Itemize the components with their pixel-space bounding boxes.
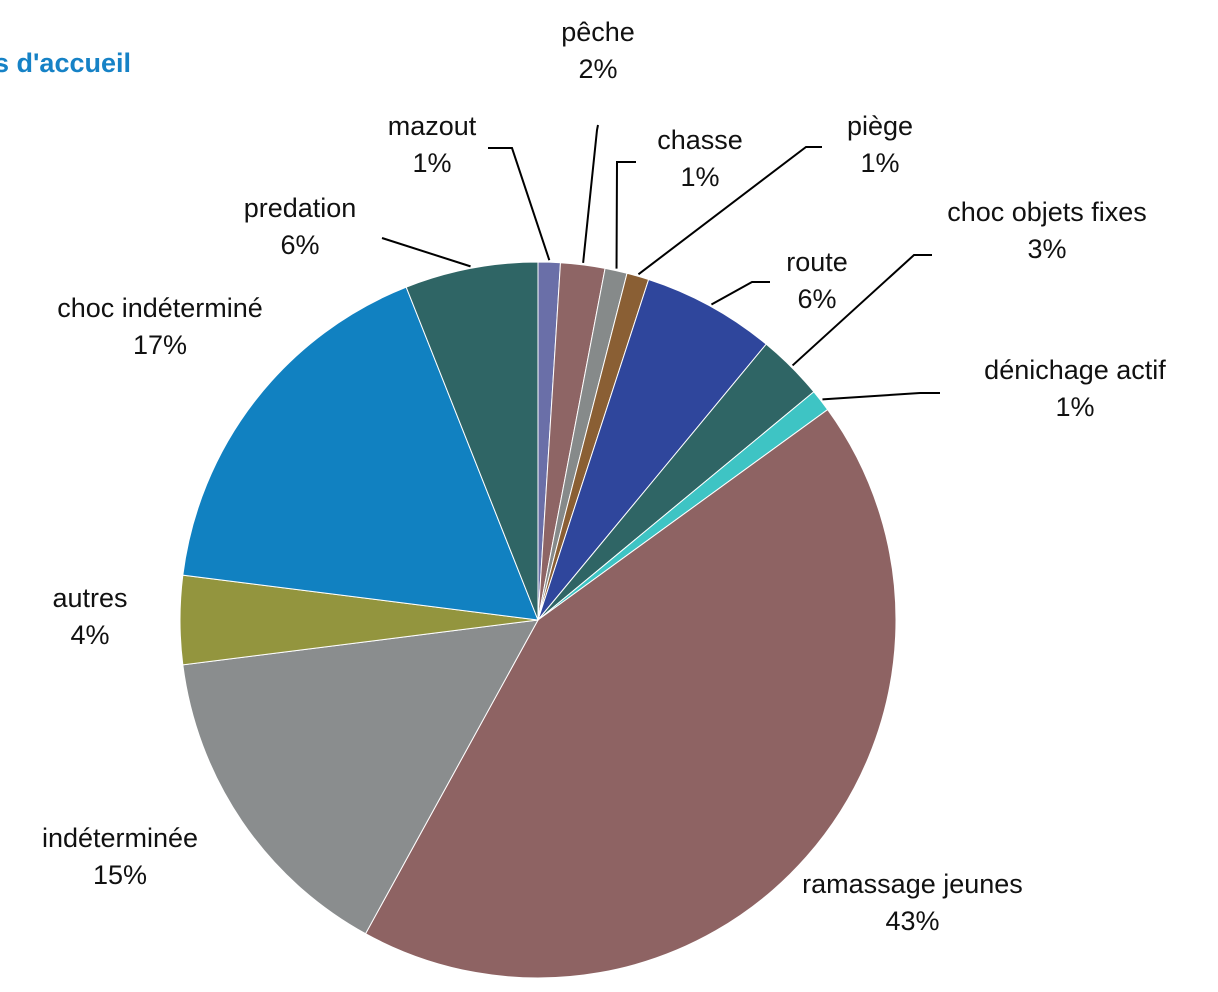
category-label: mazout: [387, 111, 477, 141]
slice-label: piège 1%: [820, 108, 940, 182]
category-label: choc indéterminé: [57, 293, 263, 323]
value-label: 6%: [797, 284, 837, 314]
value-label: 43%: [885, 906, 940, 936]
pie-slice: [364, 408, 897, 979]
slice-label: mazout 1%: [372, 108, 492, 182]
leader-line: [637, 146, 822, 276]
value-label: 15%: [92, 860, 148, 890]
category-label: ramassage jeunes: [802, 869, 1023, 899]
leader-line: [381, 237, 471, 268]
slice-label: choc objets fixes 3%: [932, 194, 1162, 268]
category-label: chasse: [657, 125, 743, 155]
category-label: predation: [243, 193, 357, 223]
chart-title: s d'accueil: [0, 48, 131, 78]
slice-label: choc indéterminé 17%: [40, 290, 280, 364]
category-label: choc objets fixes: [947, 197, 1147, 227]
slice-label: indéterminée 15%: [0, 820, 240, 894]
category-label: indéterminée: [41, 823, 199, 853]
slice-label: chasse 1%: [640, 122, 760, 196]
value-label: 6%: [280, 230, 320, 260]
value-label: 1%: [680, 162, 720, 192]
value-label: 2%: [578, 54, 618, 84]
value-label: 1%: [412, 148, 452, 178]
slice-label: predation 6%: [200, 190, 400, 264]
slice-label: route 6%: [757, 244, 877, 318]
slice-label: autres 4%: [30, 580, 150, 654]
leader-line: [791, 254, 932, 367]
pie-slice: [537, 278, 767, 621]
category-label: autres: [52, 583, 128, 613]
leader-line: [615, 161, 636, 269]
pie-slice: [182, 619, 539, 935]
leader-line: [822, 392, 940, 401]
category-label: pêche: [561, 17, 635, 47]
category-label: dénichage actif: [984, 355, 1166, 385]
pie-slice: [405, 261, 539, 621]
value-label: 3%: [1027, 234, 1067, 264]
leader-line: [582, 124, 599, 263]
leader-line: [488, 147, 551, 261]
slice-label: dénichage actif 1%: [930, 352, 1218, 426]
category-label: route: [786, 247, 848, 277]
slice-label: pêche 2%: [538, 14, 658, 88]
value-label: 1%: [860, 148, 900, 178]
value-label: 17%: [132, 330, 188, 360]
leader-line: [710, 281, 770, 306]
category-label: piège: [846, 111, 914, 141]
value-label: 4%: [70, 620, 110, 650]
value-label: 1%: [1055, 392, 1095, 422]
slice-label: ramassage jeunes 43%: [800, 866, 1025, 940]
pie-slice: [182, 286, 539, 621]
